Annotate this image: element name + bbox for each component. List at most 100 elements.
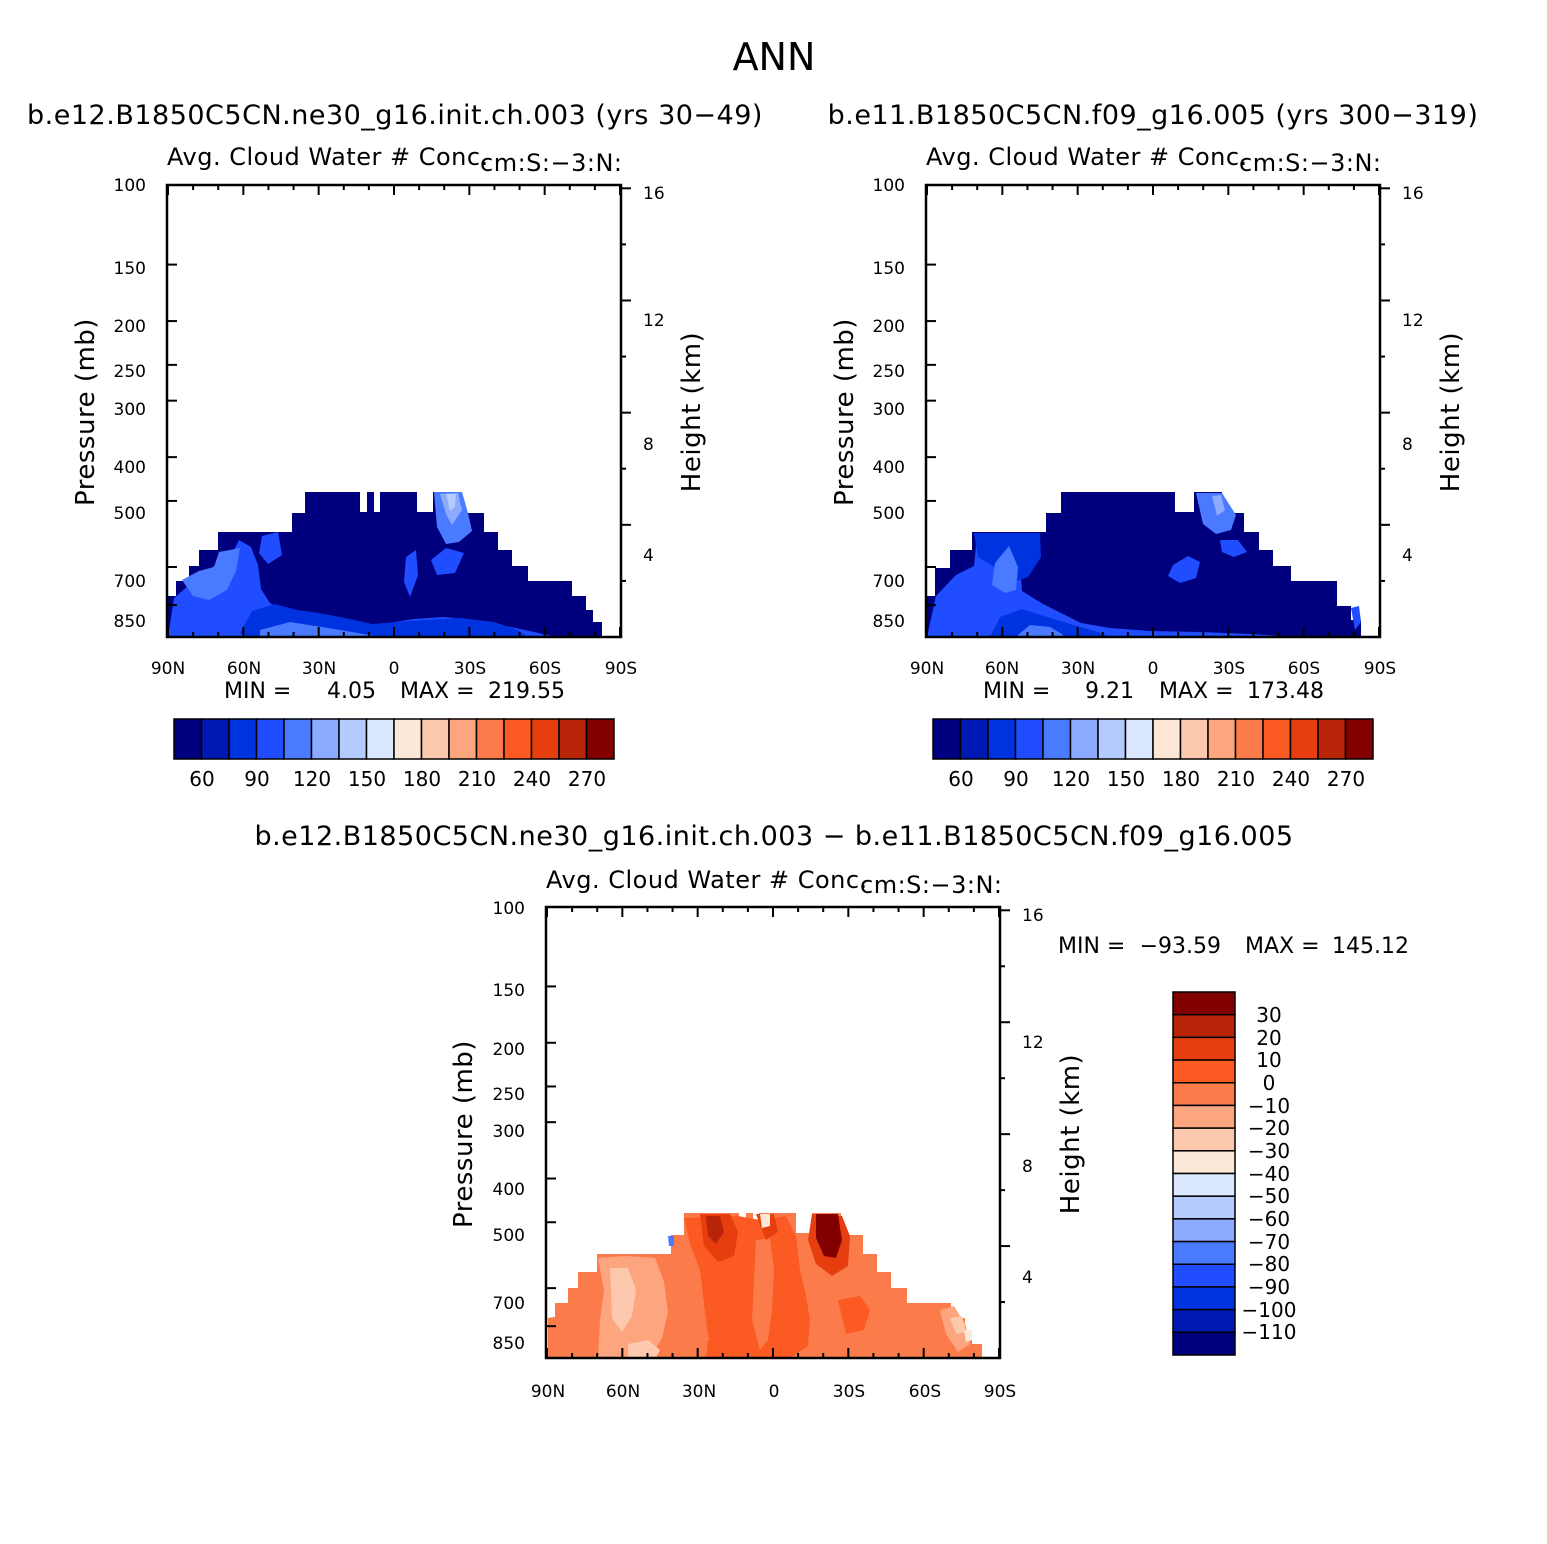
x-tick-label: 90S <box>605 659 637 679</box>
x-tick-label: 90S <box>984 1382 1016 1402</box>
height-tick-label: 12 <box>1022 1033 1044 1053</box>
x-tick-label: 90N <box>910 659 944 679</box>
colorbar-swatch <box>1042 718 1072 760</box>
height-tick-label: 16 <box>643 184 665 204</box>
height-tick-label: 12 <box>1402 311 1424 331</box>
panel-3-axes: 90N 60N 30N 0 30S 60S 90S 100 150 200 25… <box>449 899 1086 1402</box>
y-tick-label: 500 <box>873 504 905 524</box>
colorbar-label: −110 <box>1242 1320 1297 1344</box>
max-value: 219.55 <box>488 679 565 704</box>
panel-3-stats: MIN = −93.59 MAX = 145.12 <box>1058 934 1409 959</box>
colorbar-swatch <box>1172 1218 1236 1243</box>
panel-2-y-axis-label: Pressure (mb) <box>830 318 860 506</box>
panel-3-variable-title: Avg. Cloud Water # Conc. <box>546 866 868 894</box>
y-tick-label: 400 <box>114 458 146 478</box>
y-tick-label: 100 <box>873 176 905 196</box>
panel-3-units: cm:S:−3:N: <box>860 871 1002 899</box>
colorbar-swatch <box>283 718 313 760</box>
panel-2-units: cm:S:−3:N: <box>1239 149 1381 177</box>
colorbar-swatch <box>310 718 340 760</box>
colorbar-label: 210 <box>458 767 496 791</box>
y-tick-label: 400 <box>493 1180 525 1200</box>
panel-1-height-ticks: 16 12 8 4 <box>643 184 665 566</box>
panel-1-axes: 90N 60N 30N 0 30S 60S 90S 100 150 200 25… <box>71 176 707 679</box>
max-value: 173.48 <box>1247 679 1324 704</box>
panel-2-tick-marks <box>926 184 1390 637</box>
y-tick-label: 700 <box>873 572 905 592</box>
colorbar-label: 240 <box>1272 767 1310 791</box>
y-tick-label: 300 <box>493 1122 525 1142</box>
height-tick-label: 16 <box>1402 184 1424 204</box>
max-label: MAX = <box>400 679 475 704</box>
colorbar-swatch <box>255 718 285 760</box>
panel-1-case-title: b.e12.B1850C5CN.ne30_g16.init.ch.003 (yr… <box>27 100 763 131</box>
panel-2-case-title: b.e11.B1850C5CN.f09_g16.005 (yrs 300−319… <box>828 100 1479 131</box>
panel-1-variable-title: Avg. Cloud Water # Conc. <box>167 143 489 171</box>
colorbar-label: −80 <box>1248 1252 1290 1276</box>
colorbar-swatches <box>1172 991 1236 1356</box>
x-tick-label: 60N <box>227 659 261 679</box>
colorbar-label: 150 <box>1107 767 1145 791</box>
panel-3-y-axis-label: Pressure (mb) <box>449 1040 479 1228</box>
y-tick-label: 300 <box>873 400 905 420</box>
colorbar-label: 20 <box>1256 1026 1281 1050</box>
y-tick-label: 700 <box>493 1294 525 1314</box>
x-tick-label: 60S <box>529 659 561 679</box>
y-tick-label: 850 <box>114 612 146 632</box>
height-tick-label: 8 <box>1022 1157 1033 1177</box>
panel-2-y2-axis-label: Height (km) <box>1436 332 1466 492</box>
min-label: MIN = <box>983 679 1050 704</box>
y-tick-label: 100 <box>493 899 525 919</box>
colorbar-swatch <box>1172 1013 1236 1039</box>
colorbar-label: 120 <box>1052 767 1090 791</box>
x-tick-label: 30S <box>454 659 486 679</box>
panel-3-field <box>548 1213 982 1358</box>
x-tick-label: 30N <box>682 1382 716 1402</box>
colorbar-swatch <box>530 718 560 760</box>
colorbar-swatch <box>959 718 989 760</box>
max-value: 145.12 <box>1332 934 1409 959</box>
panel-2-y-ticks: 100 150 200 250 300 400 500 700 850 <box>873 176 905 632</box>
y-tick-label: 150 <box>114 259 146 279</box>
colorbar-swatch <box>585 718 615 760</box>
y-tick-label: 700 <box>114 572 146 592</box>
x-tick-label: 60S <box>909 1382 941 1402</box>
colorbar-label: 60 <box>189 767 214 791</box>
colorbar-swatch <box>1172 1172 1236 1197</box>
colorbar-label: 150 <box>348 767 386 791</box>
colorbar-label: −90 <box>1248 1275 1290 1299</box>
x-tick-label: 60N <box>606 1382 640 1402</box>
x-tick-label: 0 <box>1148 659 1159 679</box>
colorbar-swatch <box>228 718 258 760</box>
panel-3-y2-axis-label: Height (km) <box>1056 1054 1086 1214</box>
x-tick-label: 30N <box>302 659 336 679</box>
min-value: 9.21 <box>1085 679 1134 704</box>
colorbar-swatch <box>173 718 203 760</box>
colorbar-label: −20 <box>1248 1116 1290 1140</box>
colorbar-swatch <box>987 718 1017 760</box>
colorbar-swatch <box>1172 1150 1236 1175</box>
colorbar-swatches <box>932 718 1374 760</box>
colorbar-label: −70 <box>1248 1230 1290 1254</box>
colorbar-label: 270 <box>568 767 606 791</box>
y-tick-label: 850 <box>873 612 905 632</box>
colorbar-swatch <box>200 718 230 760</box>
colorbar-swatch <box>1344 718 1374 760</box>
panel-3-y-ticks: 100 150 200 250 300 400 500 700 850 <box>493 899 525 1354</box>
colorbar-swatch <box>1097 718 1127 760</box>
colorbar-swatch <box>338 718 368 760</box>
panel-1-y-ticks: 100 150 200 250 300 400 500 700 850 <box>114 176 146 632</box>
colorbar-swatch <box>1172 1104 1236 1129</box>
x-tick-label: 60N <box>985 659 1019 679</box>
colorbar-swatch <box>1172 1331 1236 1356</box>
x-tick-label: 0 <box>769 1382 780 1402</box>
panel-3-x-ticks: 90N 60N 30N 0 30S 60S 90S <box>531 1382 1016 1402</box>
colorbar-label: 270 <box>1327 767 1365 791</box>
panel-3-height-ticks: 16 12 8 4 <box>1022 906 1044 1288</box>
colorbar-swatch <box>1179 718 1209 760</box>
x-tick-label: 30S <box>833 1382 865 1402</box>
colorbar-swatch <box>420 718 450 760</box>
panel-3: b.e12.B1850C5CN.ne30_g16.init.ch.003 − b… <box>254 821 1409 1402</box>
colorbar-swatches <box>173 718 615 760</box>
